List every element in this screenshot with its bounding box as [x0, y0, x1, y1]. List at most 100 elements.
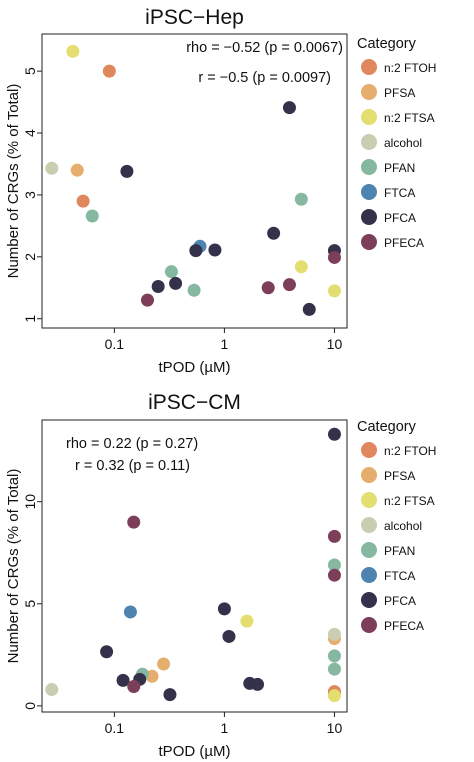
data-point	[327, 427, 341, 441]
data-point	[100, 645, 114, 659]
data-point	[157, 657, 171, 671]
data-point	[327, 627, 341, 641]
legend-label: n:2 FTSA	[384, 494, 435, 508]
legend-key	[361, 517, 377, 533]
data-point	[70, 163, 84, 177]
data-point	[208, 243, 222, 257]
data-point	[294, 192, 308, 206]
legend-key	[361, 109, 377, 125]
data-point	[187, 283, 201, 297]
series-alcohol	[45, 627, 341, 697]
legend-key	[361, 492, 377, 508]
data-point	[327, 662, 341, 676]
data-point	[251, 677, 265, 691]
x-tick-label: 10	[327, 336, 343, 352]
y-axis-label: Number of CRGs (% of Total)	[5, 469, 22, 664]
legend-label: alcohol	[384, 519, 422, 533]
data-point	[85, 209, 99, 223]
plot-frame	[41, 419, 348, 713]
y-tick-label: 4	[22, 129, 38, 137]
data-point	[267, 226, 281, 240]
data-point	[120, 164, 134, 178]
y-tick-label: 2	[22, 253, 38, 261]
data-point	[261, 281, 275, 295]
legend-key	[361, 567, 377, 583]
data-point	[282, 101, 296, 115]
legend-label: n:2 FTOH	[384, 61, 436, 75]
data-point	[140, 293, 154, 307]
plot-frame	[41, 33, 348, 329]
data-point	[66, 44, 80, 58]
data-point	[240, 614, 254, 628]
series-pfsa	[145, 631, 341, 683]
data-point	[327, 649, 341, 663]
series-pfeca	[127, 515, 341, 693]
y-tick-label: 10	[22, 494, 38, 510]
stat-annotation: rho = −0.52 (p = 0.0067)	[186, 40, 343, 56]
legend-label: n:2 FTOH	[384, 444, 436, 458]
x-tick-label: 0.1	[105, 720, 125, 736]
data-point	[127, 515, 141, 529]
y-axis-label: Number of CRGs (% of Total)	[5, 84, 22, 279]
legend-label: FTCA	[384, 186, 415, 200]
stat-annotation: r = 0.32 (p = 0.11)	[75, 458, 190, 474]
series-pfsa	[70, 163, 84, 177]
stat-annotation: r = −0.5 (p = 0.0097)	[198, 70, 331, 86]
legend-key	[361, 234, 377, 250]
legend-label: PFCA	[384, 594, 416, 608]
x-tick-label: 10	[327, 720, 343, 736]
data-point	[327, 250, 341, 264]
stat-annotation: rho = 0.22 (p = 0.27)	[66, 436, 198, 452]
data-point	[102, 64, 116, 78]
legend-key	[361, 542, 377, 558]
data-point	[164, 265, 178, 279]
y-tick-label: 5	[22, 67, 38, 75]
series-pfan	[135, 558, 341, 681]
data-point	[327, 558, 341, 572]
y-tick-label: 5	[22, 600, 38, 608]
data-point	[217, 602, 231, 616]
legend-label: PFECA	[384, 236, 424, 250]
legend-key	[361, 209, 377, 225]
legend-key	[361, 617, 377, 633]
series-pfeca	[140, 250, 341, 307]
cm-scatter-plot: iPSC−CM 0 5 10 0.1 1 10 tPOD (µM) Number of CRGs…	[5, 391, 436, 760]
series-pfan	[85, 192, 308, 297]
x-tick-label: 1	[221, 336, 229, 352]
x-axis-label: tPOD (µM)	[159, 743, 231, 760]
data-point	[327, 568, 341, 582]
series-pfca	[120, 101, 341, 316]
series-alcohol	[45, 161, 59, 175]
legend-label: FTCA	[384, 569, 415, 583]
legend-key	[361, 442, 377, 458]
x-tick-label: 1	[221, 720, 229, 736]
legend-label: PFCA	[384, 211, 416, 225]
legend-title: Category	[357, 419, 417, 435]
chart-title: iPSC−CM	[148, 391, 241, 414]
data-point	[169, 276, 183, 290]
legend-key	[361, 467, 377, 483]
data-point	[116, 673, 130, 687]
legend-label: PFECA	[384, 619, 424, 633]
data-point	[45, 683, 59, 697]
legend-key	[361, 134, 377, 150]
data-point	[123, 605, 137, 619]
data-point	[151, 280, 165, 294]
legend-label: PFAN	[384, 161, 415, 175]
data-point	[222, 629, 236, 643]
series-pfca	[100, 427, 341, 702]
data-point	[189, 244, 203, 258]
y-tick-label: 1	[22, 315, 38, 323]
legend-key	[361, 592, 377, 608]
data-point	[327, 284, 341, 298]
legend-label: PFAN	[384, 544, 415, 558]
legend-label: PFSA	[384, 469, 415, 483]
chart-title: iPSC−Hep	[145, 6, 244, 29]
hep-chart-panel: iPSC−Hep 1 2 3 4 5 0.1 1 10 tPOD (µM) Number of CR…	[0, 0, 474, 380]
data-point	[76, 194, 90, 208]
legend-title: Category	[357, 36, 417, 52]
data-point	[127, 679, 141, 693]
data-point	[294, 260, 308, 274]
legend-label: alcohol	[384, 136, 422, 150]
series-n-2-ftsa	[240, 614, 341, 703]
